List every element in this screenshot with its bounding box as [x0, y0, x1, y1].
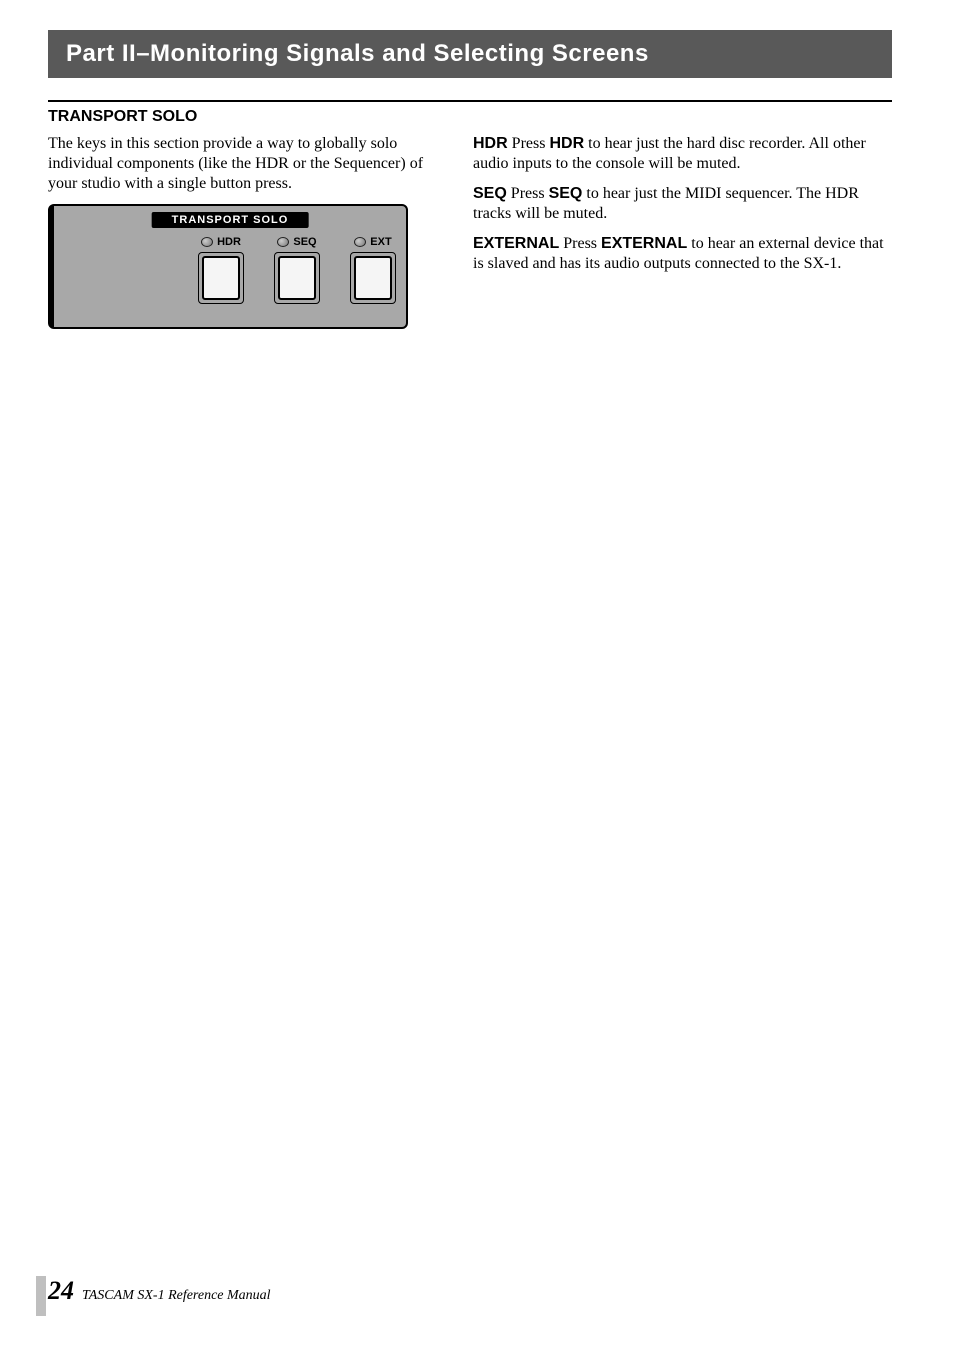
- panel-title: TRANSPORT SOLO: [152, 212, 309, 228]
- panel-label-row: HDR: [201, 236, 241, 248]
- panel-button-frame: [198, 252, 244, 304]
- panel-button-group-seq: SEQ: [274, 236, 320, 304]
- entry-key: HDR: [549, 135, 584, 152]
- seq-button[interactable]: [278, 256, 316, 300]
- footer-tab: [36, 1276, 46, 1316]
- ext-button[interactable]: [354, 256, 392, 300]
- transport-solo-panel: TRANSPORT SOLO HDR: [48, 204, 408, 329]
- panel-buttons-row: HDR SEQ: [54, 236, 406, 304]
- column-right: HDR Press HDR to hear just the hard disc…: [473, 134, 888, 329]
- entry-head: HDR: [473, 135, 508, 152]
- entry-pre: Press: [507, 185, 549, 202]
- section-title: TRANSPORT SOLO: [48, 108, 892, 126]
- entry-head: SEQ: [473, 185, 507, 202]
- entry-hdr: HDR Press HDR to hear just the hard disc…: [473, 134, 888, 174]
- panel-label: HDR: [217, 236, 241, 248]
- panel-label-row: EXT: [354, 236, 391, 248]
- panel-label-row: SEQ: [277, 236, 316, 248]
- panel-button-group-ext: EXT: [350, 236, 396, 304]
- entry-key: SEQ: [549, 185, 583, 202]
- two-column-layout: The keys in this section provide a way t…: [48, 134, 892, 329]
- entry-key: EXTERNAL: [601, 235, 687, 252]
- panel-label: SEQ: [293, 236, 316, 248]
- led-icon: [354, 237, 366, 247]
- entry-head: EXTERNAL: [473, 235, 559, 252]
- entry-external: EXTERNAL Press EXTERNAL to hear an exter…: [473, 234, 888, 274]
- led-icon: [201, 237, 213, 247]
- entry-seq: SEQ Press SEQ to hear just the MIDI sequ…: [473, 184, 888, 224]
- hdr-button[interactable]: [202, 256, 240, 300]
- panel-button-group-hdr: HDR: [198, 236, 244, 304]
- panel-button-frame: [350, 252, 396, 304]
- panel-label: EXT: [370, 236, 391, 248]
- column-left: The keys in this section provide a way t…: [48, 134, 443, 329]
- page-number: 24: [48, 1276, 74, 1306]
- entry-pre: Press: [559, 235, 601, 252]
- content-area: TRANSPORT SOLO The keys in this section …: [48, 100, 892, 329]
- chapter-title: Part II–Monitoring Signals and Selecting…: [66, 40, 874, 68]
- led-icon: [277, 237, 289, 247]
- page-footer: 24 TASCAM SX-1 Reference Manual: [48, 1276, 271, 1306]
- entry-pre: Press: [508, 135, 550, 152]
- panel-button-frame: [274, 252, 320, 304]
- intro-text: The keys in this section provide a way t…: [48, 134, 443, 194]
- footer-text: TASCAM SX-1 Reference Manual: [82, 1288, 271, 1304]
- rule-top: [48, 100, 892, 102]
- chapter-header: Part II–Monitoring Signals and Selecting…: [48, 30, 892, 78]
